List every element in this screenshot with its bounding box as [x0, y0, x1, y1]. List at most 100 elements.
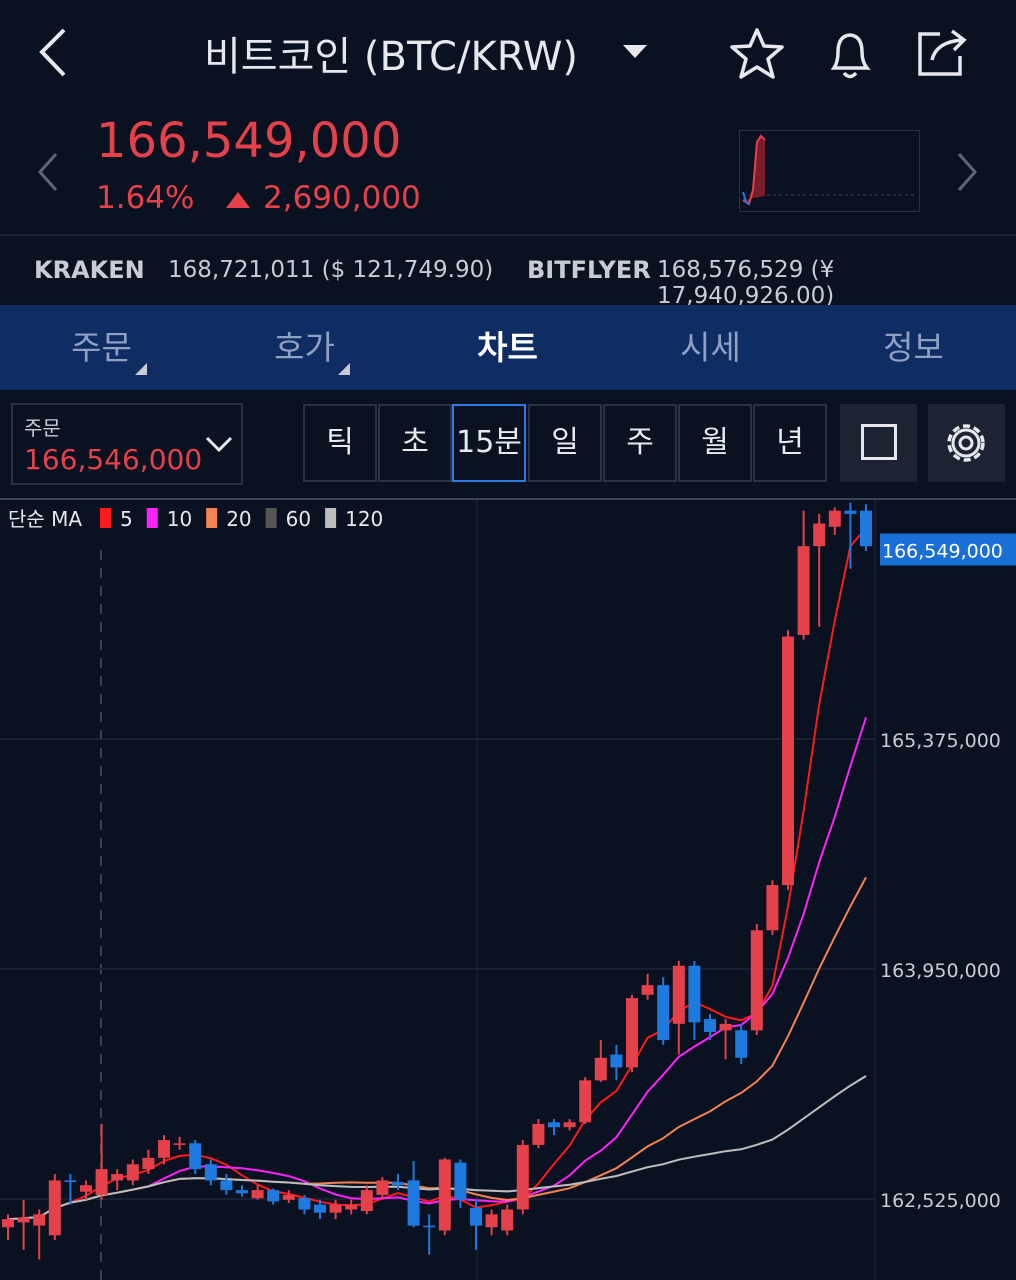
favorite-icon[interactable] [728, 26, 788, 82]
tab[interactable]: 시세 [680, 328, 741, 367]
exchange-name: BITFLYER [527, 256, 651, 284]
interval-button[interactable]: 년 [753, 404, 827, 482]
tab-active[interactable]: 차트 [477, 328, 538, 367]
legend-swatch [100, 508, 111, 528]
ma-line [7, 1075, 867, 1221]
y-tick-label: 162,525,000 [880, 1190, 1001, 1212]
candle-body [438, 1159, 451, 1231]
interval-button[interactable]: 일 [528, 404, 602, 482]
order-dropdown[interactable] [204, 434, 234, 454]
interval-button[interactable]: 틱 [303, 404, 377, 482]
candle-body [719, 1023, 732, 1031]
candle-body [626, 998, 638, 1068]
candle-body [204, 1164, 217, 1181]
interval-button[interactable]: 초 [378, 404, 452, 482]
order-price: 166,546,000 [24, 443, 203, 476]
alarm-icon[interactable] [820, 24, 880, 84]
candle-body [329, 1204, 342, 1213]
legend-label: 60 [286, 507, 311, 531]
candle-body [688, 965, 701, 1023]
ma-line [7, 527, 867, 1221]
legend-label: 120 [345, 507, 383, 531]
divider [0, 234, 1016, 236]
dropdown-icon[interactable] [620, 42, 650, 62]
candle-body [766, 885, 779, 931]
candle-body [48, 1180, 61, 1236]
candle-body [220, 1180, 233, 1191]
candle-body [17, 1217, 30, 1223]
back-button[interactable] [30, 25, 80, 80]
candle-body [782, 636, 794, 886]
candle-body [860, 510, 872, 547]
current-price: 166,549,000 [96, 113, 402, 169]
exchange-quote: 168,576,529 (¥ 17,940,926.00) [657, 257, 835, 309]
prev-arrow[interactable] [36, 150, 60, 194]
change-amount: 2,690,000 [263, 180, 421, 216]
candle-body [360, 1190, 373, 1212]
tab-bar [0, 305, 1016, 390]
candle-body [126, 1164, 139, 1181]
candle-body [501, 1209, 514, 1231]
last-price-box [880, 533, 1016, 566]
candle-body [657, 985, 670, 1041]
candle-body [797, 546, 810, 635]
settings-button[interactable] [928, 404, 1005, 482]
candle-body [189, 1143, 202, 1170]
order-label: 주문 [24, 416, 61, 440]
candle-body [563, 1122, 576, 1128]
up-triangle [226, 192, 250, 208]
candle-body [516, 1144, 529, 1210]
candle-body [345, 1204, 358, 1210]
legend-label: 5 [120, 507, 133, 531]
sparkline [739, 130, 920, 212]
legend-label: 20 [226, 507, 251, 531]
candle-body [314, 1204, 326, 1213]
legend-label: 10 [167, 507, 192, 531]
title[interactable]: 비트코인 (BTC/KRW) [204, 34, 579, 80]
candle-body [2, 1219, 14, 1228]
next-arrow[interactable] [955, 150, 979, 194]
candle-body [594, 1057, 607, 1081]
candle-body [672, 965, 685, 1024]
tab[interactable]: 정보 [883, 328, 944, 367]
interval-button-selected[interactable]: 15분 [452, 404, 526, 482]
candle-body [844, 510, 857, 514]
interval-button[interactable]: 주 [603, 404, 677, 482]
candle-body [80, 1185, 92, 1192]
legend-swatch [146, 508, 158, 528]
candle-body [407, 1180, 420, 1226]
candle-body [704, 1019, 716, 1032]
share-icon[interactable] [912, 24, 972, 80]
legend-bg [0, 502, 380, 534]
candle-body [750, 930, 763, 1031]
legend-title: 단순 MA [8, 507, 82, 531]
candle-body [610, 1054, 623, 1068]
y-tick-label: 163,950,000 [880, 960, 1001, 982]
order-box[interactable] [11, 403, 243, 485]
fullscreen-button[interactable] [840, 404, 917, 482]
exchange-quote: 168,721,011 ($ 121,749.90) [168, 257, 494, 283]
candle-body [828, 510, 841, 527]
candle-body [454, 1162, 467, 1200]
tab-marker [135, 363, 147, 375]
candle-body [813, 523, 826, 547]
legend-swatch [265, 508, 277, 528]
legend-swatch [206, 508, 218, 528]
candle-body [236, 1190, 248, 1194]
candle-body [142, 1157, 155, 1170]
candle-body [641, 985, 654, 995]
candle-body [173, 1143, 186, 1145]
candle-body [470, 1207, 482, 1226]
candle-body [282, 1194, 295, 1200]
tab[interactable]: 호가 [274, 328, 335, 367]
candle-body [532, 1123, 545, 1145]
candle-body [298, 1198, 311, 1210]
candle-body [95, 1169, 108, 1195]
change-rate: 1.64% [96, 180, 195, 216]
exchange-name: KRAKEN [34, 256, 145, 284]
tab[interactable]: 주문 [71, 328, 132, 367]
candle-body [33, 1214, 46, 1226]
candle-body [376, 1180, 389, 1195]
interval-button[interactable]: 월 [678, 404, 752, 482]
